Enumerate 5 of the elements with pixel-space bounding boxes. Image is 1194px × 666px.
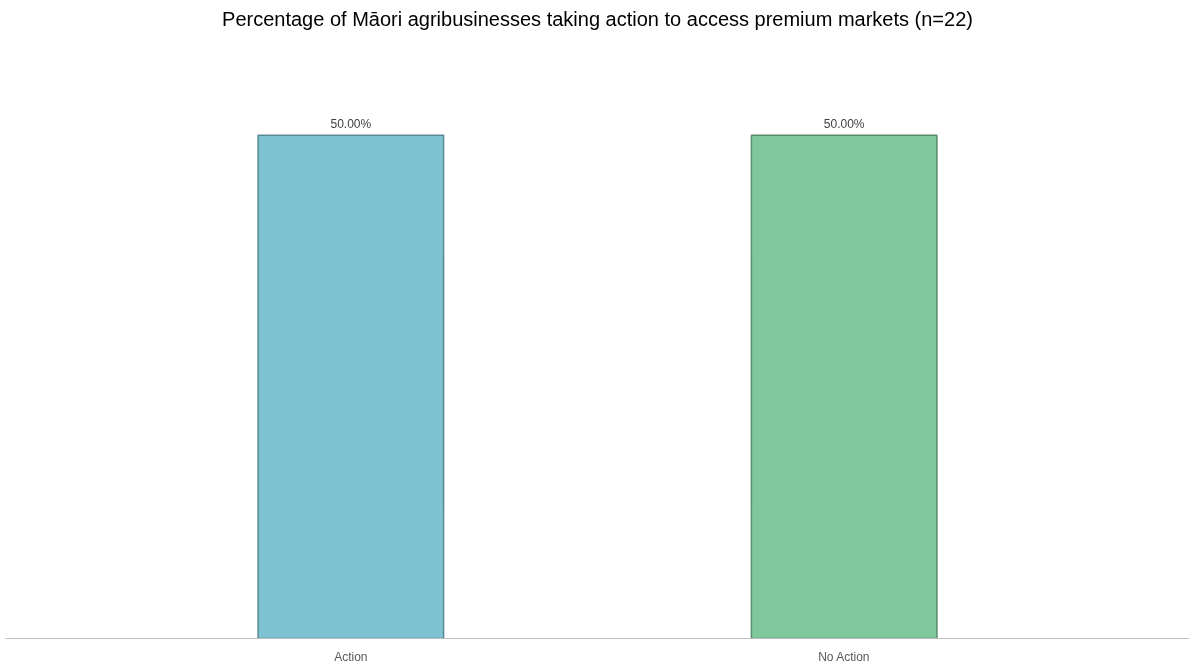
x-tick-label: Action [334,649,368,664]
data-label: 50.00% [330,117,372,132]
data-label: 50.00% [823,117,865,132]
chart-title: Percentage of Māori agribusinesses taking action to access premium markets (n=22) [222,7,973,30]
x-tick-label: No Action [818,649,870,664]
